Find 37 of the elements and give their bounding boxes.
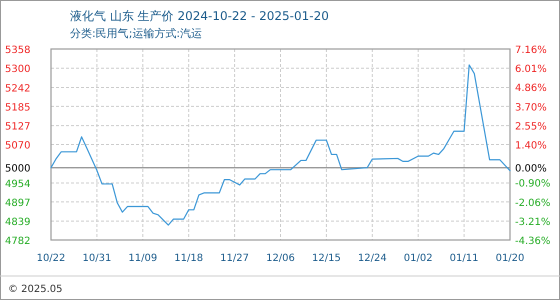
y-tick-label: 4839 — [5, 217, 30, 228]
x-tick-label: 01/02 — [404, 253, 433, 264]
x-tick-label: 11/18 — [174, 253, 204, 264]
y2-tick-label: -0.90% — [515, 178, 550, 190]
x-tick-label: 01/20 — [496, 253, 524, 264]
y-tick-label: 5358 — [5, 45, 30, 56]
x-tick-label: 01/11 — [450, 253, 479, 264]
y-tick-label: 4954 — [5, 178, 30, 190]
y-tick-label: 5000 — [5, 164, 30, 175]
y2-tick-label: 3.70% — [515, 102, 547, 114]
y-tick-label: 5127 — [5, 122, 30, 133]
y2-tick-label: 0.00% — [515, 164, 547, 175]
chart-subtitle: 分类:民用气;运输方式:汽运 — [70, 27, 202, 40]
y-tick-label: 5300 — [5, 64, 30, 76]
x-tick-label: 10/22 — [36, 253, 66, 264]
line-series — [50, 64, 511, 226]
y-tick-label: 4782 — [5, 236, 30, 247]
y2-tick-label: -3.21% — [515, 216, 550, 228]
y2-tick-label: -4.36% — [515, 236, 550, 247]
y2-tick-label: 1.40% — [515, 140, 547, 152]
x-tick-label: 12/15 — [312, 253, 341, 264]
y-tick-label: 5070 — [5, 140, 30, 152]
x-tick-label: 12/24 — [358, 253, 387, 264]
y2-tick-label: 6.01% — [515, 64, 547, 76]
x-tick-label: 10/31 — [82, 253, 112, 264]
y2-tick-label: 7.16% — [515, 45, 547, 56]
y2-tick-label: -2.06% — [515, 198, 550, 209]
x-tick-label: 12/06 — [266, 253, 295, 264]
x-tick-label: 11/09 — [128, 253, 158, 264]
text: © 2025.05 — [8, 284, 63, 295]
y-tick-label: 4897 — [5, 198, 30, 209]
y-tick-label: 5185 — [5, 102, 30, 114]
y2-tick-label: 2.55% — [515, 121, 547, 132]
y2-tick-label: 4.86% — [515, 83, 547, 94]
chart-title: 液化气 山东 生产价 2024-10-22 - 2025-01-20 — [70, 9, 329, 23]
y-tick-label: 5242 — [5, 83, 30, 94]
x-tick-label: 11/27 — [220, 253, 250, 264]
